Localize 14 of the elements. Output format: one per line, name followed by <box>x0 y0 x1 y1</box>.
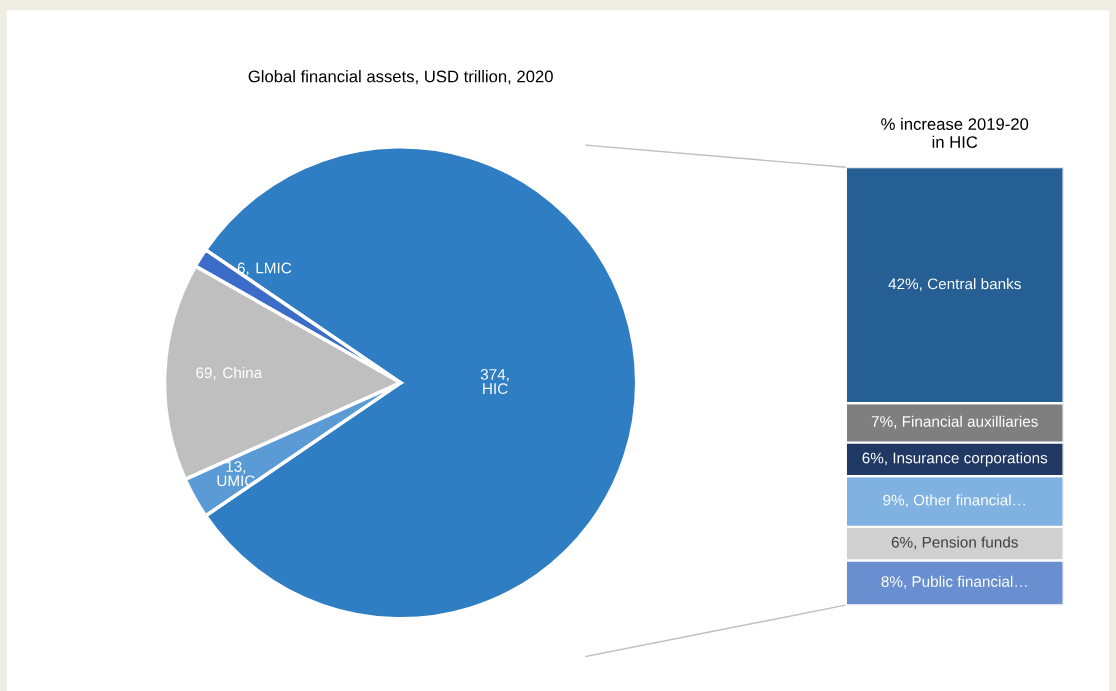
data-label: 6%, Pension funds <box>891 536 1018 550</box>
chart-title: Global financial assets, USD trillion, 2020 <box>248 70 553 85</box>
slice-label: HIC <box>483 383 508 395</box>
data-label: 6%, Insurance corporations <box>862 452 1048 467</box>
chart-title: % increase 2019-20 in HIC <box>881 117 1029 148</box>
data-label: 13, <box>226 461 246 474</box>
slice-label: LMIC <box>256 262 292 274</box>
data-label: 69, <box>196 367 216 380</box>
data-label: 42%, Central banks <box>888 278 1021 292</box>
slice-label: China <box>223 366 263 379</box>
data-label: 7%, Financial auxilliaries <box>871 415 1038 429</box>
data-label: 374, <box>480 368 509 382</box>
data-label: 8%, Public financial… <box>881 575 1027 589</box>
data-label: 9%, Other financial… <box>883 494 1025 508</box>
